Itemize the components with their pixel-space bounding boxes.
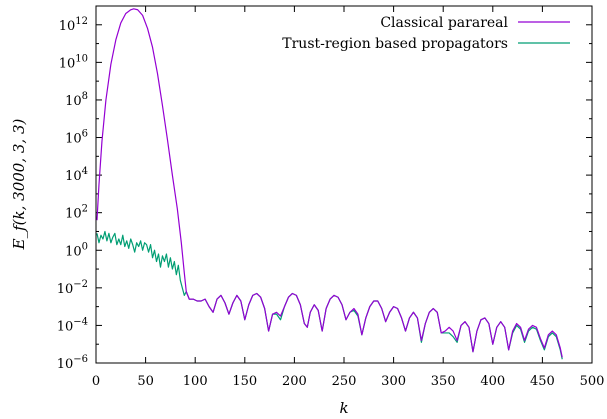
x-tick-label: 350 bbox=[431, 374, 456, 389]
y-tick-label: 10−4 bbox=[57, 316, 88, 334]
y-tick-label: 1012 bbox=[59, 16, 88, 34]
legend-label: Classical parareal bbox=[380, 15, 508, 31]
x-tick-label: 200 bbox=[282, 374, 307, 389]
x-tick-label: 250 bbox=[332, 374, 357, 389]
x-tick-label: 150 bbox=[232, 374, 257, 389]
legend: Classical parareal Trust-region based pro… bbox=[282, 15, 570, 52]
x-tick-label: 300 bbox=[381, 374, 406, 389]
x-tick-label: 50 bbox=[137, 374, 154, 389]
series-line-classical-parareal bbox=[96, 8, 563, 358]
y-axis-label: E_f(k, 3000, 3, 3) bbox=[10, 119, 28, 251]
y-tick-label: 106 bbox=[65, 129, 88, 147]
x-tick-label: 0 bbox=[92, 374, 100, 389]
y-tick-label: 1010 bbox=[59, 53, 88, 71]
y-tick-label: 102 bbox=[65, 204, 88, 222]
y-tick-label: 108 bbox=[65, 91, 88, 109]
x-axis: 0 50 100 150 200 250 300 350 400 450 500 bbox=[92, 6, 605, 389]
y-axis: 10−6 10−4 10−2 100 102 104 106 108 1010 1012 bbox=[57, 5, 592, 372]
x-tick-label: 100 bbox=[183, 374, 208, 389]
legend-label: Trust-region based propagators bbox=[282, 36, 508, 52]
plot-area bbox=[95, 5, 593, 364]
x-tick-label: 500 bbox=[580, 374, 605, 389]
x-tick-label: 450 bbox=[530, 374, 555, 389]
y-tick-label: 104 bbox=[65, 166, 88, 184]
x-axis-label: k bbox=[339, 399, 348, 417]
x-tick-label: 400 bbox=[480, 374, 505, 389]
y-tick-label: 100 bbox=[65, 241, 88, 259]
series-layer bbox=[96, 8, 563, 360]
y-tick-label: 10−6 bbox=[57, 354, 88, 372]
y-tick-label: 10−2 bbox=[57, 279, 88, 297]
